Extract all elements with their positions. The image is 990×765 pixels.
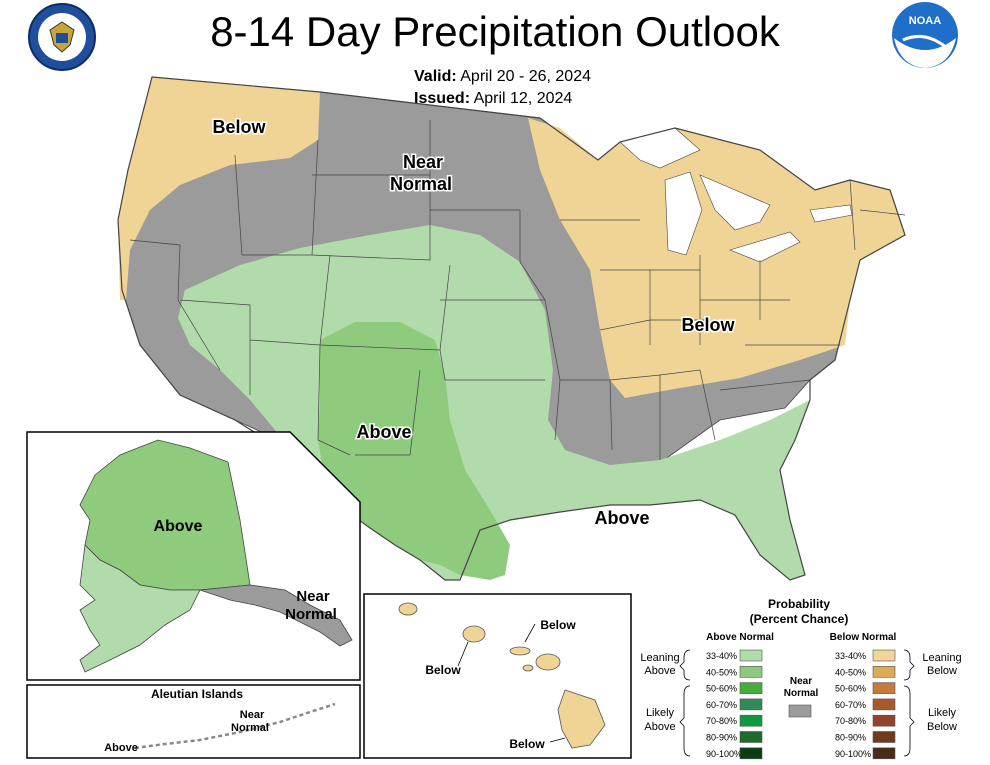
- issued-date: Issued: April 12, 2024: [414, 90, 572, 108]
- label-below-east: Below: [681, 315, 735, 335]
- valid-value: April 20 - 26, 2024: [460, 68, 591, 85]
- legend-leaning-above-1: Leaning: [640, 652, 679, 664]
- hawaii-below-label-3: Below: [509, 737, 545, 751]
- hawaii-below-label-1: Below: [540, 618, 576, 632]
- legend-below-row-label: 80-90%: [835, 733, 866, 743]
- legend-below-row-label: 90-100%: [835, 749, 871, 759]
- svg-text:NOAA: NOAA: [909, 15, 941, 27]
- legend-below-row-label: 33-40%: [835, 651, 866, 661]
- aleutian-above-label: Above: [104, 742, 138, 754]
- legend-above-row-swatch: [739, 714, 763, 727]
- legend-title-1: Probability: [768, 597, 830, 611]
- legend-likely-above-1: Likely: [646, 707, 675, 719]
- map-title: 8-14 Day Precipitation Outlook: [210, 8, 780, 55]
- label-above-southeast: Above: [594, 508, 649, 528]
- legend-above-row-label: 60-70%: [706, 700, 737, 710]
- alaska-near-region: [199, 584, 353, 647]
- valid-label: Valid:: [414, 68, 457, 85]
- legend-below-row-label: 50-60%: [835, 684, 866, 694]
- aleutian-near-label-1: Near: [240, 709, 265, 721]
- aleutian-inset: Aleutian Islands Near Normal Above: [26, 684, 361, 759]
- legend-near-swatch: [788, 704, 812, 718]
- legend-leaning-below-1: Leaning: [922, 652, 961, 664]
- legend-near-label-2: Normal: [784, 688, 819, 699]
- legend-below-row-swatch: [872, 747, 896, 760]
- legend-near-label-1: Near: [790, 676, 812, 687]
- legend-above-row-label: 70-80%: [706, 716, 737, 726]
- legend-above-row-swatch: [739, 649, 763, 662]
- label-below-northwest: Below: [212, 117, 266, 137]
- commerce-seal-icon: [28, 3, 96, 71]
- legend-below-row-label: 60-70%: [835, 700, 866, 710]
- legend-above-row-label: 80-90%: [706, 733, 737, 743]
- legend-below-header: Below Normal: [830, 632, 897, 643]
- alaska-leaning-region: [79, 544, 201, 673]
- legend-below-row-swatch: [872, 714, 896, 727]
- below-east-region: [528, 118, 905, 398]
- legend-below-row-swatch: [872, 682, 896, 694]
- alaska-near-label-2: Normal: [285, 606, 337, 623]
- legend-likely-below-1: Likely: [928, 707, 957, 719]
- legend-leaning-below-2: Below: [927, 665, 957, 677]
- alaska-near-label-1: Near: [296, 588, 330, 605]
- legend-above-row-swatch: [739, 698, 763, 711]
- legend-below-row-label: 70-80%: [835, 716, 866, 726]
- legend-title-2: (Percent Chance): [750, 612, 849, 626]
- legend-leaning-above-2: Above: [644, 665, 675, 677]
- legend-below-row-swatch: [872, 665, 896, 678]
- state-boundaries: [129, 120, 906, 460]
- legend-below-row-swatch: [872, 698, 896, 711]
- issued-value: April 12, 2024: [473, 90, 573, 107]
- below-northwest-region: [118, 77, 320, 300]
- legend-above-row-label: 33-40%: [706, 651, 737, 661]
- legend-above-row-swatch: [739, 731, 763, 743]
- label-above-southwest: Above: [356, 422, 411, 442]
- legend-below-row-swatch: [872, 731, 896, 743]
- legend-above-header: Above Normal: [706, 632, 774, 643]
- legend-likely-above-2: Above: [644, 721, 675, 733]
- legend-below-row-swatch: [872, 649, 896, 662]
- issued-label: Issued:: [414, 90, 471, 107]
- valid-dates: Valid: April 20 - 26, 2024: [414, 68, 591, 86]
- legend-above-row-swatch: [739, 682, 763, 694]
- noaa-logo-icon: NOAA: [892, 2, 958, 68]
- aleutian-title: Aleutian Islands: [151, 687, 243, 701]
- legend: Probability (Percent Chance) Above Norma…: [640, 597, 962, 760]
- label-near-normal-1: Near: [403, 152, 443, 172]
- hawaii-below-label-2: Below: [425, 663, 461, 677]
- legend-above-row-label: 90-100%: [706, 749, 742, 759]
- label-near-normal-2: Normal: [390, 174, 452, 194]
- aleutian-near-label-2: Normal: [231, 722, 269, 734]
- legend-likely-below-2: Below: [927, 721, 957, 733]
- legend-below-row-label: 40-50%: [835, 667, 866, 677]
- alaska-inset: Above Near Normal: [26, 431, 361, 681]
- hawaii-inset: Below Below Below: [363, 593, 632, 759]
- legend-above-row-swatch: [739, 747, 763, 760]
- alaska-above-label: Above: [154, 518, 203, 535]
- legend-above-row-swatch: [739, 665, 763, 678]
- legend-above-row-label: 50-60%: [706, 684, 737, 694]
- above-likely-region: [318, 322, 510, 580]
- legend-above-row-label: 40-50%: [706, 667, 737, 677]
